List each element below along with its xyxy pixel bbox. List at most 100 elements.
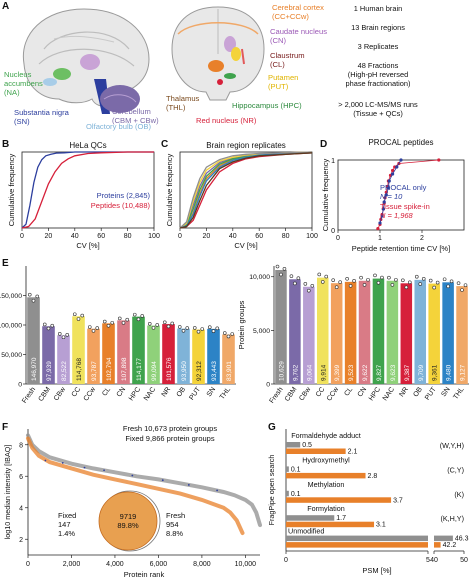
bar-value-label: 9,399 (334, 364, 341, 381)
y-tick-label: 10,000 (249, 274, 270, 281)
bar-sn (442, 282, 454, 384)
label-claustrum: Claustrum (CL) (270, 51, 305, 69)
bar-value-label: 102,794 (106, 357, 113, 381)
replicate-point (345, 276, 349, 281)
bar-value-label: 114,768 (76, 358, 83, 381)
stat-human-brain: 1 Human brain (353, 4, 403, 13)
y-tick-label: 1 (331, 158, 335, 165)
bar-value-label: 9,523 (348, 364, 355, 381)
replicate-point (125, 317, 130, 322)
x-axis-label: CV [%] (234, 241, 257, 250)
replicate-point (87, 325, 92, 329)
bar-value-label: 9,480 (446, 364, 453, 381)
replicate-point (35, 294, 40, 299)
series-line-5 (179, 152, 313, 229)
bar-nac (147, 325, 160, 384)
annotation-fixed-count: Fixed 9,866 protein groups (125, 434, 214, 443)
x-tick-label: 40 (229, 233, 237, 240)
stat-fractions: 48 Fractions (High-pH reversed phase fra… (345, 61, 411, 88)
bar-value-label: 9,762 (292, 364, 299, 381)
replicate-point (207, 325, 212, 330)
y-tick-label: 100,000 (0, 323, 22, 330)
category-label: CBw (298, 385, 313, 402)
residue-label: (K) (454, 490, 464, 499)
series-line-0 (21, 151, 154, 229)
replicate-point (222, 331, 227, 335)
y-tick-label: 50,000 (1, 352, 22, 359)
bar-cl (102, 323, 115, 384)
bar-value-label: 9,622 (362, 364, 369, 381)
replicate-point (442, 277, 447, 282)
highlight-point (187, 484, 190, 486)
replicate-point (456, 281, 461, 285)
bar-value-label: 0.1 (291, 466, 301, 473)
bar-value-label: 93,950 (181, 361, 188, 381)
data-point (386, 186, 390, 190)
venn-overlap-pct: 89.8% (117, 521, 139, 530)
replicate-point (42, 322, 47, 327)
legend-procal-n: N = 10 (380, 192, 403, 201)
replicate-point (177, 325, 182, 329)
replicate-point (72, 312, 77, 317)
panel-letter-b: B (2, 139, 10, 150)
bar-value-label: 93,787 (91, 361, 98, 381)
category-label: Fresh (269, 386, 285, 405)
data-point (395, 165, 399, 169)
replicate-point (366, 277, 370, 282)
bar-fixed (286, 448, 346, 454)
replicate-point (192, 326, 197, 330)
data-point (384, 193, 388, 197)
venn-fixed-pct: 1.4% (58, 529, 75, 538)
replicate-point (373, 273, 377, 278)
panel-letter-c: C (161, 139, 169, 150)
category-label: HPC (128, 386, 142, 402)
replicate-point (50, 323, 55, 328)
bar-cc (72, 316, 85, 384)
category-label: CBM (37, 386, 52, 403)
replicate-point (230, 332, 235, 336)
replicate-point (151, 326, 156, 330)
x-axis-label: Protein rank (124, 570, 165, 579)
bar-value-label: 10,629 (278, 361, 285, 381)
replicate-point (310, 283, 315, 288)
x-axis-label: PSM [%] (362, 566, 391, 575)
replicate-point (102, 319, 107, 324)
label-hippocampus: Hippocampus (HPC) (232, 101, 302, 110)
hela-qc-cv-chart: 0 20 40 60 80 100 HeLa QCs CV [%] Cumulative fre… (7, 141, 160, 250)
highlight-point (103, 469, 105, 472)
bar-fixed (286, 521, 375, 528)
category-label: PUT (188, 386, 202, 402)
replicate-point (110, 320, 115, 325)
y-axis-label: log10 median intensity [IBAQ] (3, 445, 12, 540)
bar-sn (207, 328, 220, 384)
x-tick-label: 50 (460, 557, 468, 564)
x-tick-label: 80 (124, 233, 132, 240)
category-label: CCw (326, 385, 341, 402)
bar-ob (414, 279, 427, 384)
replicate-point (362, 283, 367, 287)
series-line-0 (379, 159, 402, 224)
x-tick-label: 4,000 (106, 561, 124, 568)
data-point (376, 227, 380, 231)
replicate-point (275, 264, 280, 269)
bar-value-label: 82,522 (61, 361, 68, 381)
label-caudate-nucleus: Caudate nucleus (CN) (270, 27, 327, 45)
series-line-2 (179, 152, 313, 229)
chart-title: Brain region replicates (206, 141, 286, 150)
bar-value-label: 9,361 (432, 364, 439, 381)
data-point (391, 168, 395, 173)
x-tick-label: 100 (148, 233, 160, 240)
x-tick-label: 60 (97, 233, 105, 240)
label-olfactory-bulb: Olfactory bulb (OB) (86, 122, 151, 131)
bar-nr (400, 283, 413, 384)
bar-value-label: 9,387 (404, 364, 411, 381)
data-point (399, 158, 403, 162)
x-tick-label: 0 (20, 233, 24, 240)
category-label: CL (343, 386, 354, 397)
category-label: OB (176, 386, 188, 399)
data-point (380, 214, 384, 218)
replicate-point (296, 276, 301, 281)
replicate-point (408, 280, 412, 285)
category-label: OB (412, 386, 424, 399)
bar-value-label: 146,970 (31, 357, 38, 381)
